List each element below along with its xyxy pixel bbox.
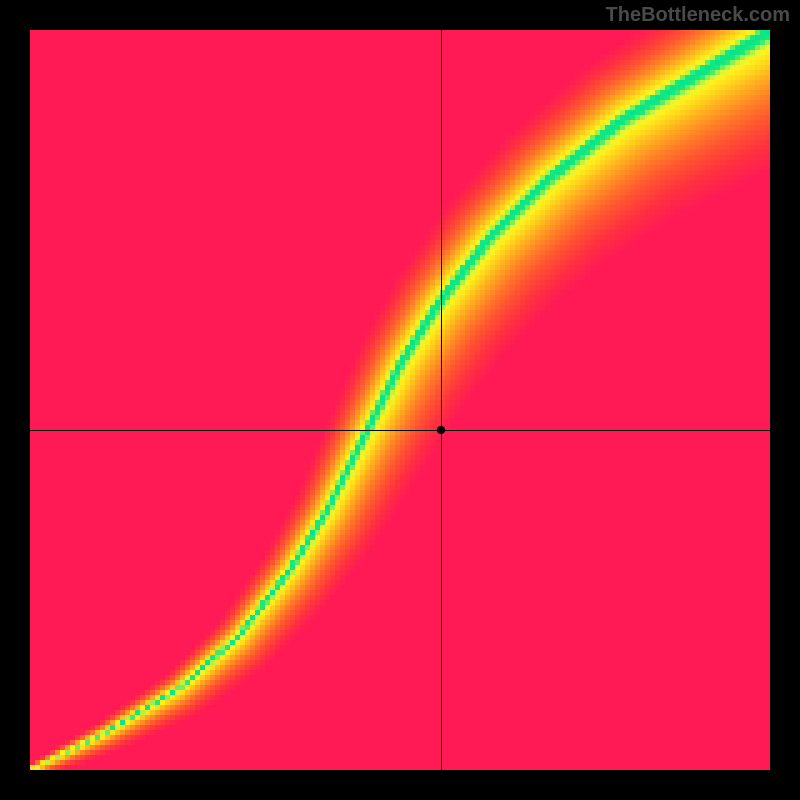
heatmap-area bbox=[30, 30, 770, 770]
chart-container: TheBottleneck.com bbox=[0, 0, 800, 800]
watermark-text: TheBottleneck.com bbox=[606, 4, 790, 27]
heatmap-canvas bbox=[30, 30, 770, 770]
